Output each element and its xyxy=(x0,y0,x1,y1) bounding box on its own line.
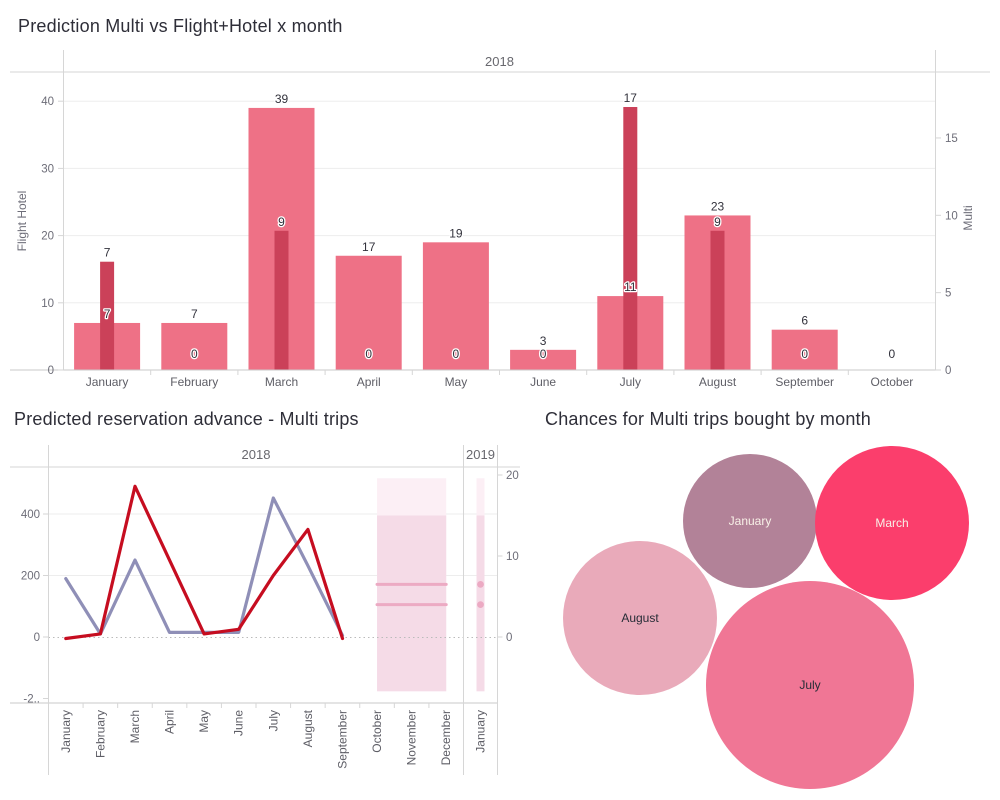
x-axis-label-June: June xyxy=(530,375,556,389)
x-axis-label-2019-January: January xyxy=(474,710,488,753)
value-label-multi-October: 0 xyxy=(889,347,896,361)
bar-multi-January[interactable] xyxy=(100,261,115,370)
bubble-chart[interactable]: January March August July xyxy=(563,446,969,789)
value-label-flight-hotel-January: 7 xyxy=(104,307,111,321)
bar-flight-hotel-February[interactable] xyxy=(161,322,228,370)
bar-multi-August[interactable] xyxy=(710,230,725,370)
bubble-march[interactable] xyxy=(815,446,969,600)
x-axis-label-August: August xyxy=(699,375,737,389)
x-axis-label-January: January xyxy=(86,375,129,389)
value-label-flight-hotel-March: 39 xyxy=(275,92,289,106)
x-axis-label-April: April xyxy=(357,375,381,389)
value-label-flight-hotel-August: 23 xyxy=(711,199,725,213)
line-chart-title: Predicted reservation advance - Multi tr… xyxy=(14,409,359,429)
bubble-label-march: March xyxy=(875,516,908,530)
left-axis-title: Flight Hotel xyxy=(15,191,29,252)
bar-chart-title: Prediction Multi vs Flight+Hotel x month xyxy=(18,16,343,36)
value-label-flight-hotel-September: 6 xyxy=(801,314,808,328)
bar-flight-hotel-June[interactable] xyxy=(510,349,577,370)
right-axis-tick-label: 15 xyxy=(945,133,958,145)
left-axis-tick-label: 10 xyxy=(41,298,54,310)
value-label-multi-July: 17 xyxy=(624,91,638,105)
left-axis-tick-label: 20 xyxy=(41,231,54,243)
x-axis-label-March: March xyxy=(265,375,298,389)
right-axis-tick-label: 20 xyxy=(506,470,519,482)
left-axis-tick-label: -2.. xyxy=(23,694,40,706)
x-axis-label-May: May xyxy=(445,375,468,389)
year-header-2018: 2018 xyxy=(242,447,271,462)
value-label-multi-May: 0 xyxy=(453,347,460,361)
value-label-flight-hotel-June: 3 xyxy=(540,334,547,348)
value-label-multi-April: 0 xyxy=(365,347,372,361)
value-label-multi-January: 7 xyxy=(104,246,111,260)
x-axis-label-September: September xyxy=(775,375,834,389)
x-axis-label-October: October xyxy=(370,710,384,753)
left-axis-tick-label: 0 xyxy=(48,365,54,377)
left-axis-tick-label: 30 xyxy=(41,163,54,175)
line-chart[interactable]: 2018 2019 400 200 0 -2.. 20 10 0 January February M… xyxy=(10,445,520,775)
year-header-2019: 2019 xyxy=(466,447,495,462)
bar-multi-March[interactable] xyxy=(274,230,289,370)
value-label-multi-February: 0 xyxy=(191,347,198,361)
bubble-label-july: July xyxy=(799,678,820,692)
value-label-multi-September: 0 xyxy=(801,347,808,361)
right-axis-tick-label: 10 xyxy=(945,210,958,222)
left-axis-tick-label: 40 xyxy=(41,96,54,108)
bar-multi-July[interactable] xyxy=(623,107,638,370)
bubble-july[interactable] xyxy=(706,581,914,789)
right-axis-tick-label: 0 xyxy=(945,365,951,377)
x-axis-label-July: July xyxy=(266,710,280,731)
line-advance-actual[interactable] xyxy=(64,484,345,641)
value-label-flight-hotel-April: 17 xyxy=(362,240,376,254)
x-axis-label-February: February xyxy=(170,375,218,389)
value-label-multi-March: 9 xyxy=(278,215,285,229)
value-label-multi-August: 9 xyxy=(714,215,721,229)
bar-flight-hotel-September[interactable] xyxy=(771,329,838,370)
right-axis-tick-label: 10 xyxy=(506,551,519,563)
value-label-flight-hotel-July: 11 xyxy=(624,280,637,294)
bar-flight-hotel-May[interactable] xyxy=(422,242,489,370)
bar-flight-hotel-April[interactable] xyxy=(335,255,402,370)
bubble-august[interactable] xyxy=(563,541,717,695)
x-axis-label-March: March xyxy=(128,710,142,743)
bubble-chart-title: Chances for Multi trips bought by month xyxy=(545,409,871,429)
x-axis-label-August: August xyxy=(301,709,315,747)
left-axis-tick-label: 200 xyxy=(21,571,40,583)
left-axis-tick-label: 400 xyxy=(21,509,40,521)
right-axis-tick-label: 0 xyxy=(506,632,512,644)
left-axis-tick-label: 0 xyxy=(34,632,40,644)
year-header-2018: 2018 xyxy=(485,54,514,69)
x-axis-label-June: June xyxy=(232,710,246,736)
x-axis-label-February: February xyxy=(93,710,107,758)
x-axis-label-January: January xyxy=(59,710,73,753)
bubble-january[interactable] xyxy=(683,454,817,588)
x-axis-label-October: October xyxy=(871,375,914,389)
forecast-dot xyxy=(477,580,484,588)
right-axis-title: Multi xyxy=(961,205,975,230)
bubble-label-august: August xyxy=(621,611,659,625)
line-advance-predicted[interactable] xyxy=(64,496,345,638)
value-label-multi-June: 0 xyxy=(540,347,547,361)
x-axis-label-December: December xyxy=(439,710,453,765)
x-axis-label-November: November xyxy=(405,710,419,765)
bubble-label-january: January xyxy=(729,514,772,528)
x-axis-label-July: July xyxy=(620,375,641,389)
forecast-dot xyxy=(477,601,484,608)
value-label-flight-hotel-May: 19 xyxy=(449,226,463,240)
right-axis-tick-label: 5 xyxy=(945,288,951,300)
x-axis-label-May: May xyxy=(197,710,211,733)
x-axis-label-September: September xyxy=(335,710,349,769)
value-label-flight-hotel-February: 7 xyxy=(191,307,198,321)
x-axis-label-April: April xyxy=(163,710,177,734)
